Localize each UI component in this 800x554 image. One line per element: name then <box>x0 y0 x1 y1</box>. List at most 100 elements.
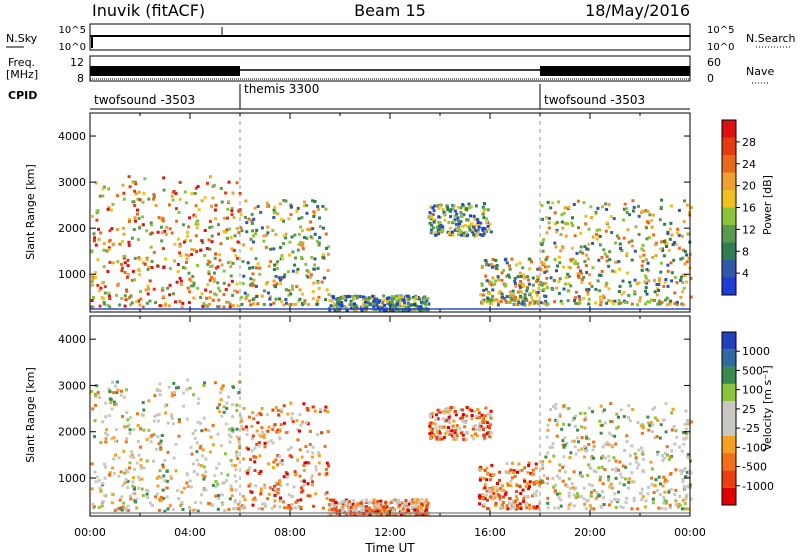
data-cell <box>252 217 256 221</box>
data-cell <box>627 481 631 484</box>
data-cell <box>575 251 579 255</box>
data-cell <box>581 251 585 255</box>
data-cell <box>203 254 207 257</box>
colorbar-tick-label: 24 <box>742 158 756 171</box>
data-cell <box>665 241 669 245</box>
data-cell <box>686 232 690 236</box>
data-cell <box>617 260 621 264</box>
data-cell <box>535 291 539 294</box>
data-cell <box>199 501 203 505</box>
data-cell <box>297 232 301 236</box>
data-cell <box>426 297 430 301</box>
data-cell <box>96 390 100 394</box>
data-cell <box>522 499 526 503</box>
data-cell <box>258 433 261 437</box>
data-cell <box>244 199 248 203</box>
data-cell <box>349 299 353 303</box>
data-cell <box>230 279 234 283</box>
data-cell <box>229 265 233 268</box>
colorbar-swatch <box>722 225 736 243</box>
data-cell <box>361 304 364 308</box>
data-cell <box>150 260 154 263</box>
data-cell <box>298 243 302 246</box>
colorbar-swatch <box>722 155 736 173</box>
data-cell <box>468 206 472 210</box>
data-cell <box>230 463 234 467</box>
data-cell <box>137 475 141 479</box>
data-cell <box>492 298 496 302</box>
data-cell <box>293 470 297 474</box>
data-cell <box>217 298 221 302</box>
data-cell <box>643 302 647 306</box>
data-cell <box>513 299 517 303</box>
data-cell <box>574 290 578 294</box>
data-cell <box>163 229 167 233</box>
data-cell <box>136 208 139 212</box>
data-cell <box>152 419 156 423</box>
data-cell <box>306 494 310 498</box>
data-cell <box>651 501 655 505</box>
data-cell <box>154 495 158 499</box>
data-cell <box>488 488 492 492</box>
data-cell <box>203 196 207 200</box>
freq-tick-top: 12 <box>70 56 84 69</box>
data-cell <box>226 216 229 220</box>
data-cell <box>244 425 248 429</box>
data-cell <box>114 453 117 457</box>
data-cell <box>609 486 613 489</box>
data-cell <box>584 449 588 453</box>
data-cell <box>590 490 593 494</box>
data-cell <box>112 471 116 475</box>
data-cell <box>653 279 656 282</box>
data-cell <box>554 406 558 410</box>
data-cell <box>459 431 463 435</box>
data-cell <box>141 223 145 227</box>
data-cell <box>254 455 258 459</box>
data-cell <box>524 503 528 506</box>
data-cell <box>164 257 168 261</box>
data-cell <box>365 499 369 503</box>
data-cell <box>293 506 297 510</box>
data-cell <box>662 495 666 499</box>
data-cell <box>445 204 449 208</box>
data-cell <box>459 233 463 237</box>
data-cell <box>575 436 579 440</box>
data-cell <box>97 237 101 241</box>
data-cell <box>127 423 131 427</box>
data-cell <box>486 208 490 212</box>
data-cell <box>392 508 395 512</box>
data-cell <box>225 228 229 232</box>
data-cell <box>453 218 457 222</box>
data-cell <box>570 246 574 250</box>
data-cell <box>157 475 161 479</box>
data-cell <box>145 229 149 233</box>
data-cell <box>628 462 632 466</box>
data-cell <box>120 262 123 266</box>
data-cell <box>154 447 158 451</box>
data-cell <box>641 495 645 499</box>
data-cell <box>447 415 451 419</box>
data-cell <box>639 255 642 259</box>
data-cell <box>326 410 330 414</box>
data-cell <box>273 263 277 267</box>
data-cell <box>231 191 235 195</box>
data-cell <box>199 296 203 299</box>
data-cell <box>276 463 279 467</box>
data-cell <box>491 488 495 492</box>
data-cell <box>235 256 239 260</box>
data-cell <box>282 199 286 202</box>
cpid-segment-label: twofsound -3503 <box>544 93 645 107</box>
data-cell <box>528 267 532 271</box>
data-cell <box>509 468 513 472</box>
data-cell <box>178 197 182 201</box>
data-cell <box>112 400 116 404</box>
data-cell <box>510 296 514 300</box>
data-cell <box>145 301 149 305</box>
data-cell <box>657 288 661 292</box>
data-cell <box>523 294 527 298</box>
x-tick-label: 12:00 <box>374 526 406 539</box>
data-cell <box>241 260 245 264</box>
data-cell <box>560 213 564 217</box>
data-cell <box>193 429 197 433</box>
data-cell <box>266 225 270 229</box>
